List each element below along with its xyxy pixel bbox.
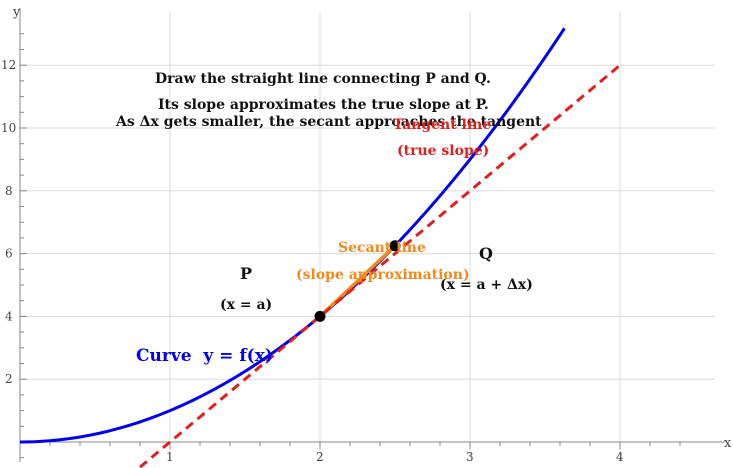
point-q-label: Q	[479, 244, 493, 263]
y-tick-label: 12	[1, 58, 16, 72]
y-tick-label: 4	[5, 309, 13, 323]
point-p-label: P	[240, 264, 252, 283]
tangent-label-line-2: (true slope)	[397, 143, 489, 159]
y-tick-label: 8	[5, 184, 13, 198]
secant-label-line-1: Secant line	[338, 240, 426, 256]
point-p-marker	[314, 310, 326, 322]
x-axis-label: x	[724, 436, 732, 451]
y-axis-label: y	[12, 5, 21, 20]
point-p-sublabel: (x = a)	[220, 297, 272, 313]
point-q-sublabel: (x = a + Δx)	[440, 277, 533, 293]
secant-label-line-2: (slope approximation)	[296, 267, 470, 283]
y-tick-label: 2	[5, 372, 13, 386]
x-tick-label: 2	[316, 450, 324, 464]
y-tick-label: 10	[1, 121, 16, 135]
annotation-line-3: As Δx gets smaller, the secant approache…	[115, 114, 542, 130]
annotation-line-1: Draw the straight line connecting P and …	[155, 71, 491, 87]
curve-line	[19, 27, 566, 444]
x-tick-label: 1	[166, 450, 174, 464]
secant-line	[318, 244, 397, 318]
point-q-marker	[389, 240, 401, 252]
x-tick-label: 4	[616, 450, 624, 464]
tangent-label-line-1: Tangent line	[393, 117, 491, 133]
y-tick-label: 6	[5, 247, 13, 261]
labels: x y Draw the straight line connecting P …	[12, 5, 732, 451]
series	[19, 27, 621, 468]
grid	[20, 12, 715, 462]
x-tick-label: 3	[466, 450, 474, 464]
curve-label: Curve y = f(x)	[136, 346, 273, 366]
annotation-line-2: Its slope approximates the true slope at…	[158, 97, 489, 113]
